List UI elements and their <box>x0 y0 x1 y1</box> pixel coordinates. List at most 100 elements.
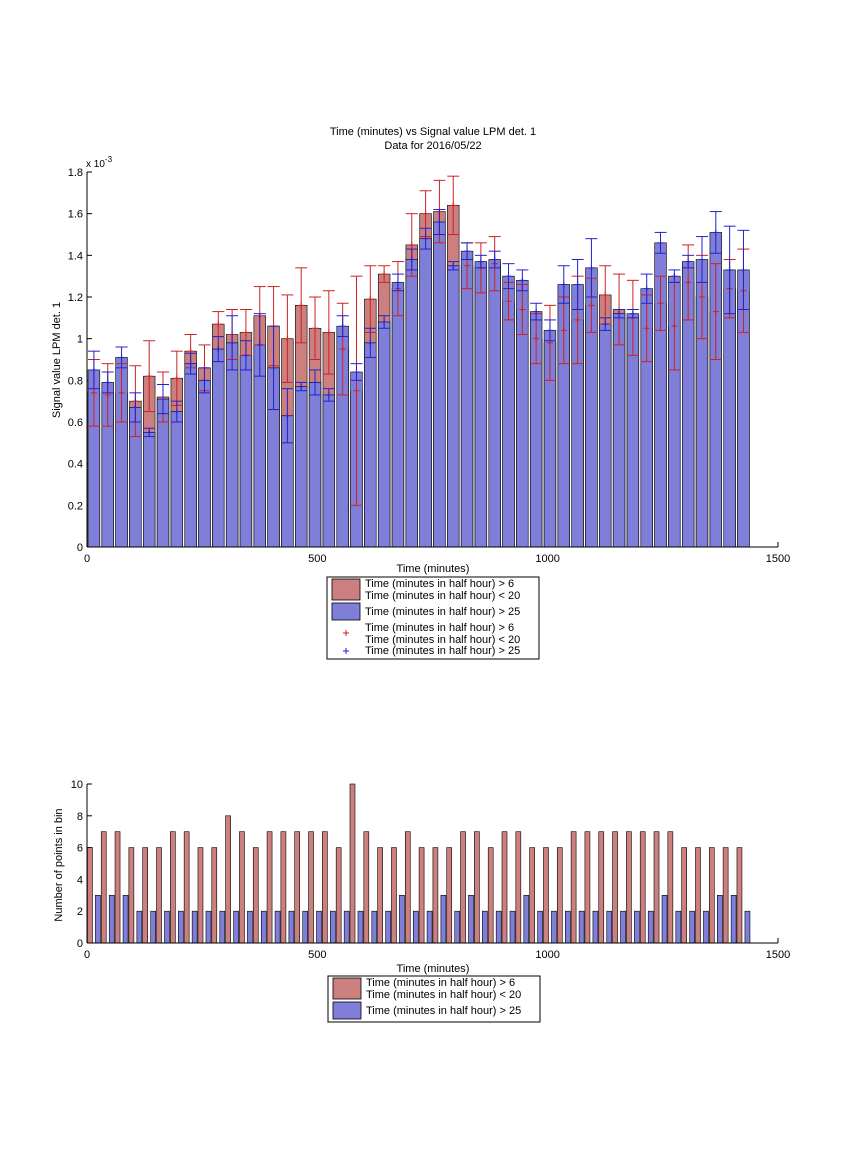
legend-label: Time (minutes in half hour) < 20 <box>366 989 521 1001</box>
bar-red <box>128 847 135 944</box>
bar-blue <box>551 910 557 944</box>
bar-red <box>722 847 729 944</box>
bar-blue <box>703 910 709 944</box>
bar-red <box>460 831 466 944</box>
x-tick-label: 1500 <box>766 553 790 565</box>
y-tick-label: 2 <box>77 906 83 918</box>
bar-blue <box>316 910 322 944</box>
bar-blue <box>191 910 198 944</box>
top-legend: Time (minutes in half hour) > 6 Time (min… <box>326 576 540 660</box>
bar-red <box>418 847 425 944</box>
bar-red <box>515 831 522 944</box>
bar-blue <box>730 894 737 944</box>
bar-blue <box>523 894 530 944</box>
x-tick-label: 1500 <box>766 949 790 961</box>
bar-red <box>487 847 494 944</box>
bar-red <box>308 831 314 944</box>
bar-red <box>432 847 439 944</box>
bar-red <box>114 831 121 944</box>
bar-blue <box>460 250 474 548</box>
bar-red <box>197 847 204 944</box>
bar-blue <box>170 411 184 548</box>
bar-red <box>252 847 259 944</box>
legend-label: Time (minutes in half hour) > 25 <box>365 606 520 618</box>
bar-red <box>211 847 218 944</box>
bar-blue <box>322 394 336 548</box>
bar-blue <box>357 910 364 944</box>
legend-label: Time (minutes in half hour) > 6 <box>365 578 514 590</box>
y-tick-label: 0.6 <box>68 417 83 429</box>
bar-red <box>239 831 245 944</box>
bar-red <box>736 847 743 944</box>
bar-blue <box>564 910 571 944</box>
y-tick-label: 0.8 <box>68 375 83 387</box>
bar-blue <box>482 910 488 944</box>
y-tick-label: 0 <box>77 938 83 950</box>
bar-blue <box>212 348 225 548</box>
bar-blue <box>143 432 156 548</box>
bar-blue <box>164 910 170 944</box>
top-plot-area: 0 500 1000 1500 0 0.2 0.4 0.6 0.8 1 1.2 1.4 1.6 1.8 <box>68 167 791 565</box>
bar-blue <box>198 380 211 548</box>
bar-blue <box>178 910 184 944</box>
y-tick-label: 1.4 <box>68 250 83 262</box>
bar-blue <box>468 894 474 944</box>
y-exponent-label: x 10-3 <box>86 155 113 170</box>
bar-red <box>100 831 107 944</box>
legend-swatch <box>332 1001 362 1020</box>
bar-blue <box>364 342 377 548</box>
bar-blue <box>302 910 309 944</box>
bar-blue <box>108 894 115 944</box>
bar-blue <box>150 910 156 944</box>
bar-blue <box>205 910 212 944</box>
bar-blue <box>578 910 585 944</box>
bar-red <box>156 847 162 944</box>
bar-blue <box>371 910 378 944</box>
bar-red <box>322 831 328 944</box>
bar-red <box>681 847 687 944</box>
x-tick-label: 0 <box>84 949 90 961</box>
bar-blue <box>233 910 239 944</box>
bar-red <box>653 831 660 944</box>
bar-red <box>695 847 701 944</box>
y-tick-label: 0.4 <box>68 459 83 471</box>
bar-blue <box>239 355 253 548</box>
bar-red <box>570 831 577 944</box>
bar-blue <box>295 386 308 548</box>
bar-blue <box>308 382 322 548</box>
x-tick-label: 500 <box>308 949 326 961</box>
y-tick-label: 10 <box>71 779 83 791</box>
bar-blue <box>495 910 502 944</box>
bar-blue <box>647 910 654 944</box>
legend-swatch <box>332 977 362 1000</box>
bar-blue <box>592 910 599 944</box>
bar-blue <box>717 894 723 944</box>
bar-blue <box>95 894 101 944</box>
legend-label: Time (minutes in half hour) > 6 <box>366 977 515 989</box>
chart-subtitle: Data for 2016/05/22 <box>384 140 481 152</box>
bar-blue <box>454 910 461 944</box>
chart-title: Time (minutes) vs Signal value LPM det. … <box>330 126 536 138</box>
bar-blue <box>675 910 682 944</box>
bar-red <box>87 847 93 944</box>
legend-label: Time (minutes in half hour) > 25 <box>366 1005 521 1017</box>
bar-red <box>446 847 453 944</box>
bar-red <box>639 831 646 944</box>
bottom-y-axis-label: Number of points in bin <box>53 808 65 921</box>
bar-red <box>584 831 591 944</box>
bar-red <box>391 847 397 944</box>
bar-blue <box>447 265 460 548</box>
bar-red <box>170 831 176 944</box>
bar-blue <box>330 910 336 944</box>
bar-blue <box>537 910 543 944</box>
bar-blue <box>391 282 405 548</box>
bar-red <box>501 831 508 944</box>
bar-red <box>598 831 605 944</box>
y-tick-label: 4 <box>77 874 83 886</box>
y-tick-label: 1.2 <box>68 292 83 304</box>
y-tick-label: 1.6 <box>68 209 83 221</box>
bar-blue <box>474 261 488 548</box>
bar-red <box>225 815 231 944</box>
